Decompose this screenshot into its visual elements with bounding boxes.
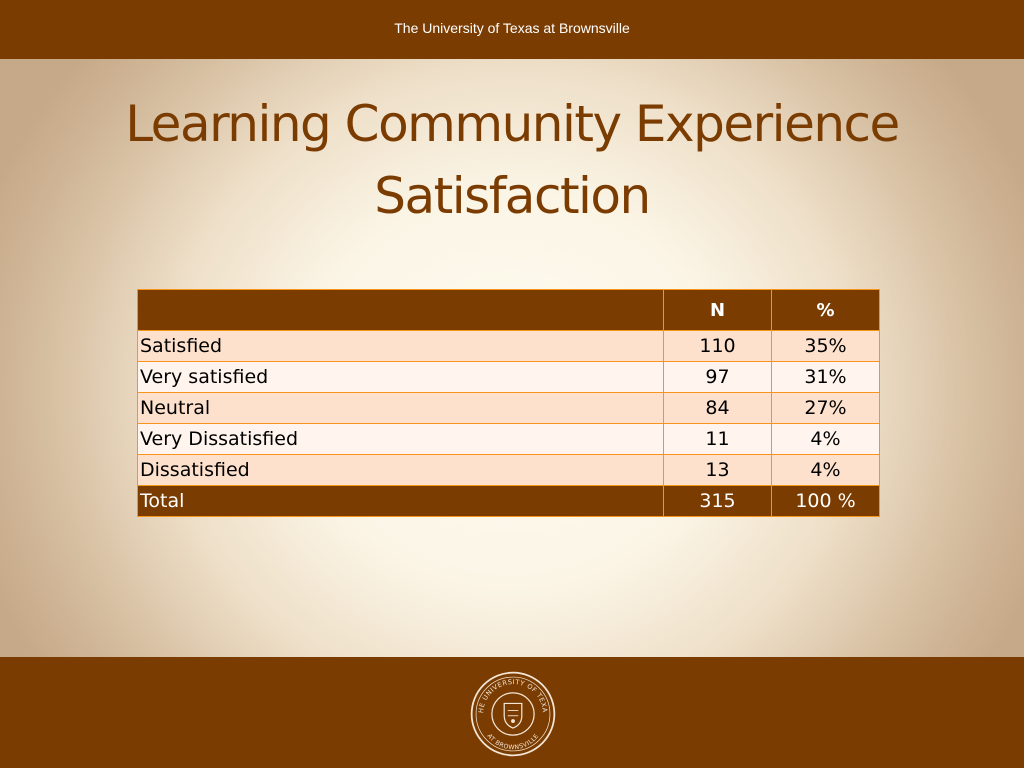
table-total-row: Total 315 100 % (137, 485, 880, 517)
svg-text:THE UNIVERSITY OF TEXAS: THE UNIVERSITY OF TEXAS (469, 670, 549, 713)
row-percent: 4% (771, 423, 880, 455)
row-label: Dissatisfied (137, 454, 664, 486)
row-count: 110 (663, 330, 772, 362)
total-count: 315 (663, 485, 772, 517)
row-count: 11 (663, 423, 772, 455)
column-header-percent: % (771, 289, 880, 331)
row-percent: 4% (771, 454, 880, 486)
header-bar: The University of Texas at Brownsville (0, 0, 1024, 59)
row-count: 97 (663, 361, 772, 393)
row-count: 13 (663, 454, 772, 486)
footer-bar (0, 657, 1024, 768)
column-header-n: N (663, 289, 772, 331)
table-row: Very Dissatisfied 11 4% (137, 423, 880, 455)
table-row: Dissatisfied 13 4% (137, 454, 880, 486)
satisfaction-table: N % Satisfied 110 35% Very satisfied 97 … (137, 289, 880, 517)
total-label: Total (137, 485, 664, 517)
table-row: Very satisfied 97 31% (137, 361, 880, 393)
row-label: Neutral (137, 392, 664, 424)
university-name: The University of Texas at Brownsville (394, 20, 630, 36)
table-header-row: N % (137, 289, 880, 331)
total-percent: 100 % (771, 485, 880, 517)
row-label: Very Dissatisfied (137, 423, 664, 455)
row-label: Very satisfied (137, 361, 664, 393)
table-row: Satisfied 110 35% (137, 330, 880, 362)
column-header-label (137, 289, 664, 331)
university-seal-icon: THE UNIVERSITY OF TEXAS AT BROWNSVILLE (469, 670, 556, 757)
row-percent: 35% (771, 330, 880, 362)
seal-text-top: THE UNIVERSITY OF TEXAS (469, 670, 548, 713)
row-count: 84 (663, 392, 772, 424)
row-percent: 27% (771, 392, 880, 424)
table-row: Neutral 84 27% (137, 392, 880, 424)
slide-title: Learning Community Experience Satisfacti… (125, 95, 900, 225)
row-percent: 31% (771, 361, 880, 393)
row-label: Satisfied (137, 330, 664, 362)
